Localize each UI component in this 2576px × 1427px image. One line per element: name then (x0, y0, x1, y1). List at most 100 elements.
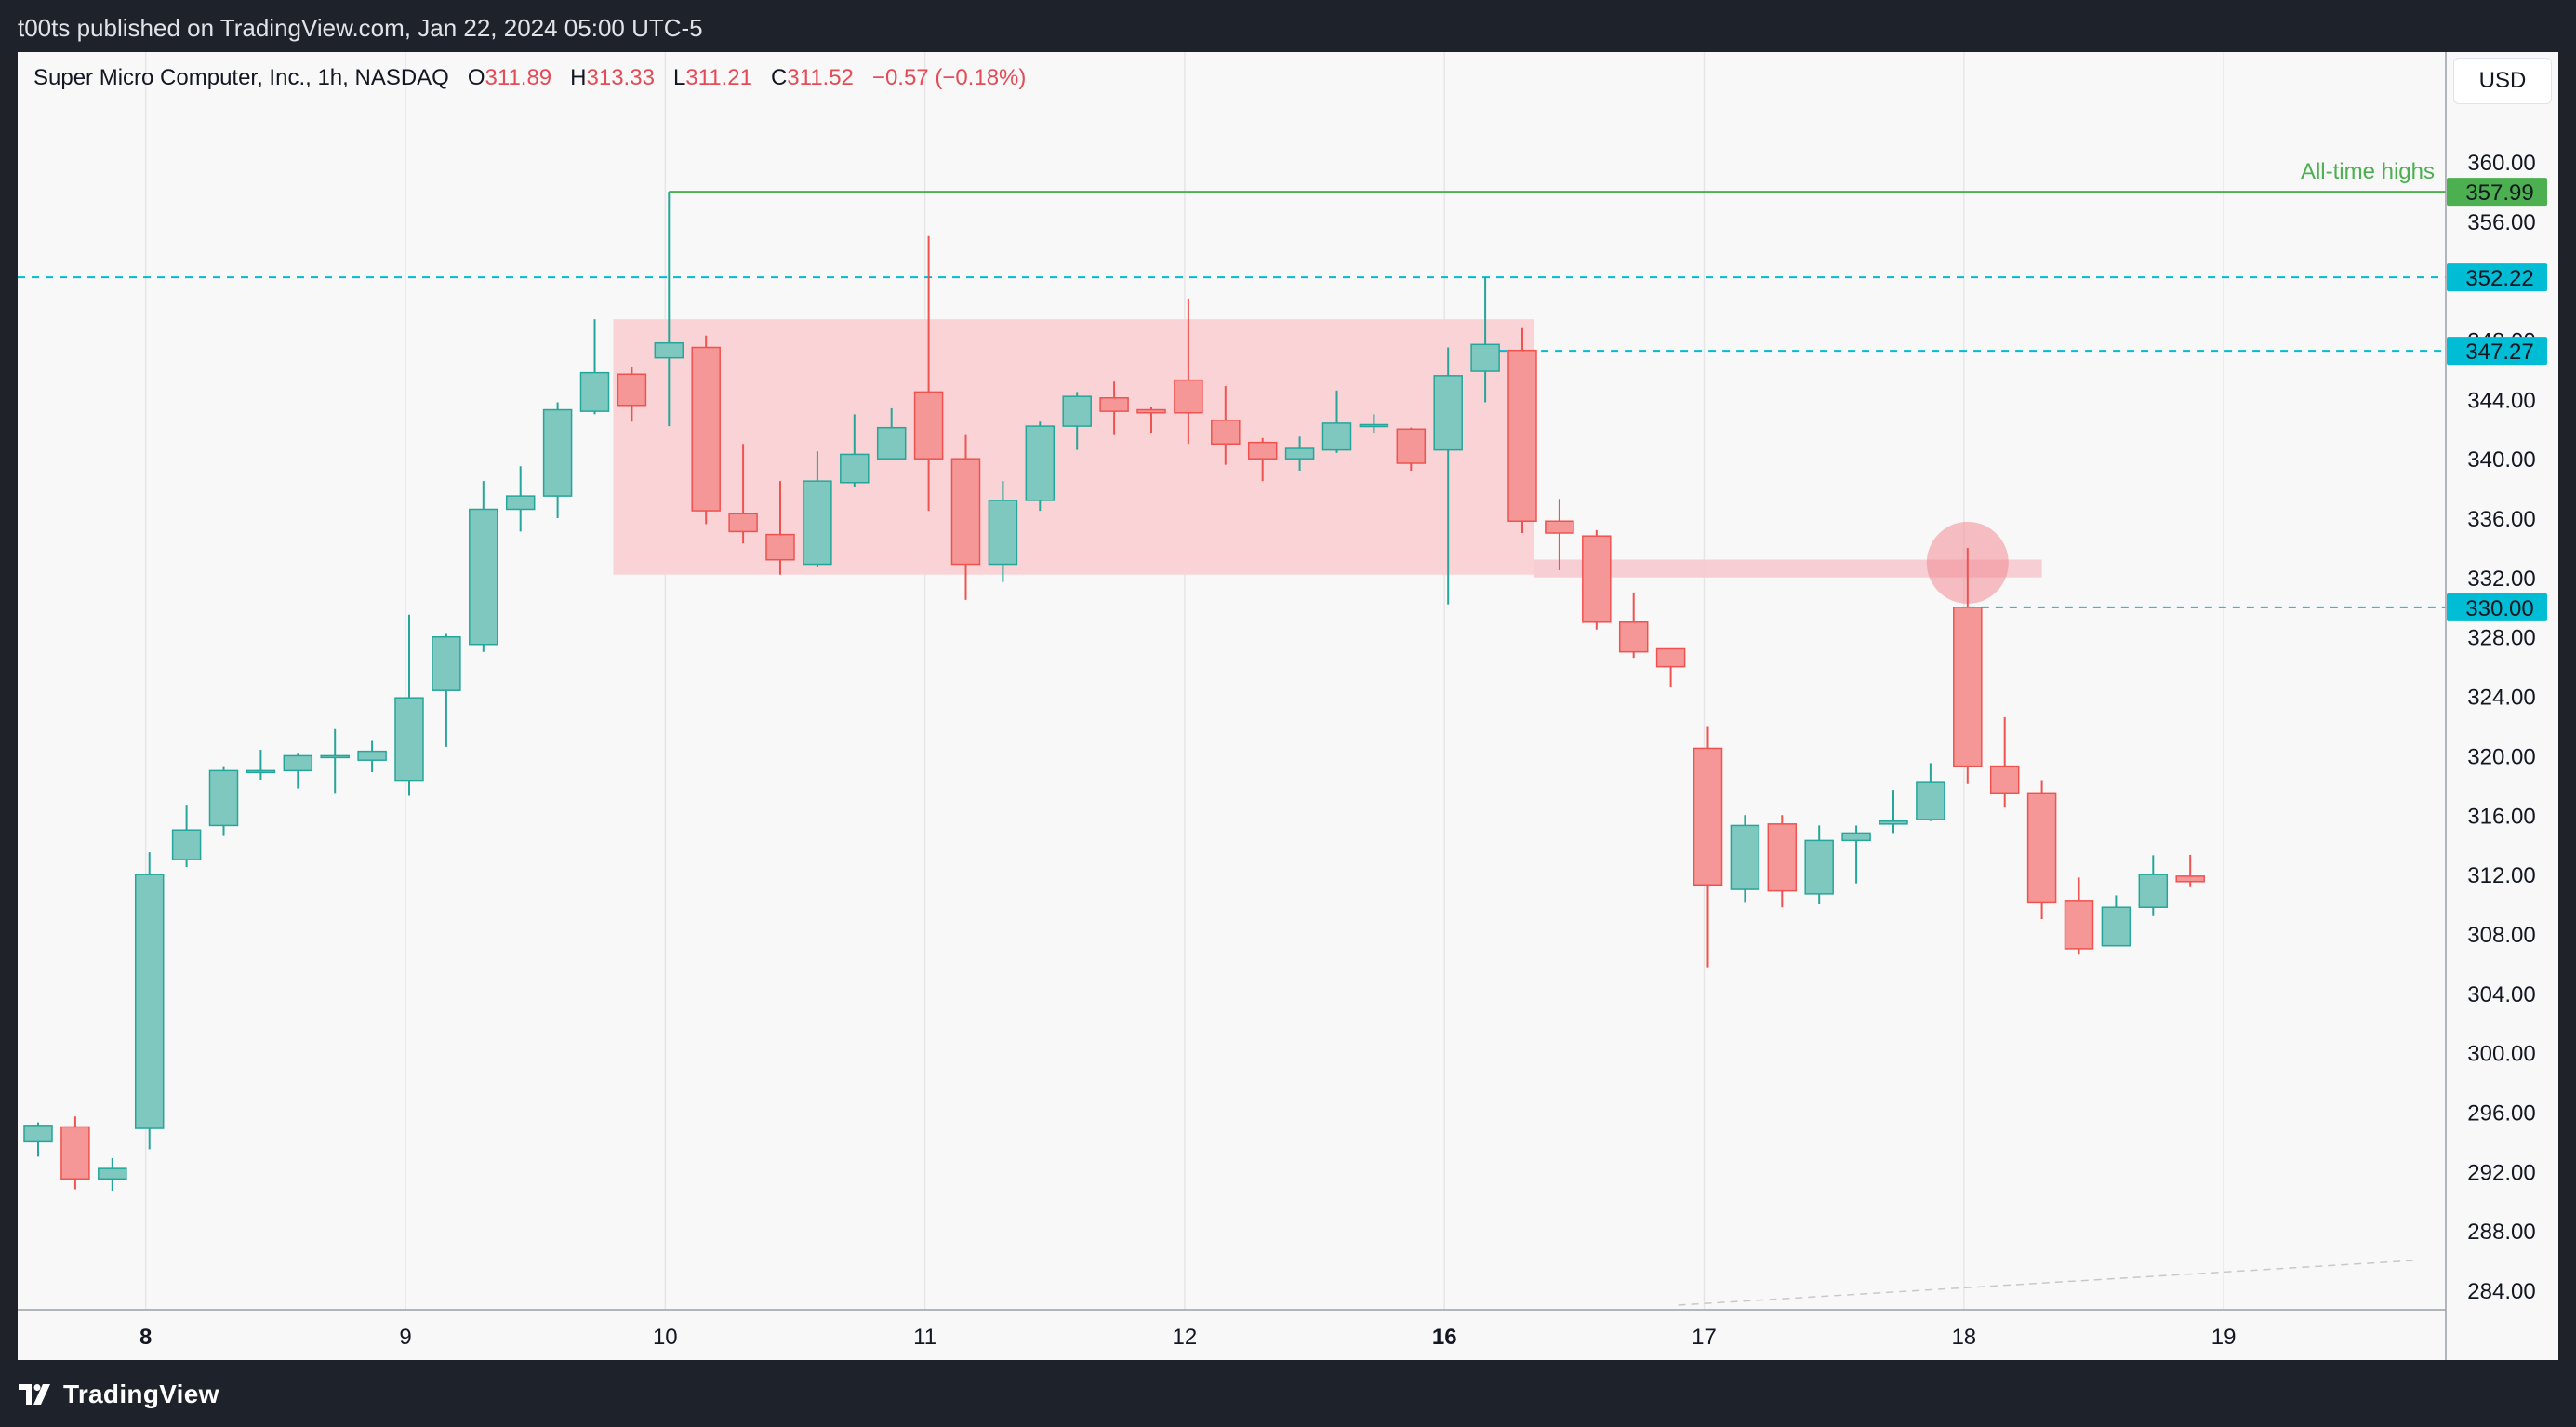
candle-body (654, 341, 684, 359)
candle (1174, 298, 1203, 445)
candle (320, 728, 350, 794)
candle (1545, 499, 1574, 570)
candle-body (840, 453, 870, 484)
price-level-tag-label: 357.99 (2465, 180, 2533, 206)
candle-body (1396, 428, 1427, 464)
time-tick-label: 19 (2211, 1325, 2237, 1350)
price-level-tag (2447, 263, 2547, 292)
candles (23, 192, 2205, 1192)
price-tick-label: 300.00 (2467, 1042, 2535, 1067)
candle (1211, 386, 1241, 465)
candle (1916, 763, 1945, 821)
price-level-tag (2447, 178, 2547, 207)
price-level-tag (2447, 593, 2547, 621)
price-tick-label: 288.00 (2467, 1220, 2535, 1245)
candle (2138, 855, 2169, 916)
candle-body (1545, 520, 1574, 534)
price-level-tag-label: 347.27 (2465, 340, 2533, 365)
candle-body (617, 373, 647, 407)
candle (728, 444, 758, 544)
price-tick-label: 356.00 (2467, 210, 2535, 235)
candle (988, 481, 1018, 582)
candle-body (765, 533, 795, 561)
candle-body (2026, 792, 2057, 904)
high-value: 313.33 (586, 65, 655, 90)
candle-body (1433, 375, 1463, 451)
price-tick-label: 296.00 (2467, 1100, 2535, 1126)
candle-body (1916, 781, 1945, 820)
candle (505, 466, 536, 532)
candle-body (394, 697, 424, 782)
candle (283, 753, 313, 789)
candle-body (2138, 874, 2169, 908)
candle (1433, 347, 1463, 605)
candle (1582, 529, 1612, 630)
price-tick-label: 312.00 (2467, 863, 2535, 888)
time-tick-label: 9 (399, 1325, 411, 1350)
candle (1693, 726, 1723, 968)
candle-body (23, 1125, 53, 1143)
tradingview-brand[interactable]: TradingView (19, 1379, 219, 1410)
candle (950, 434, 981, 600)
price-tick-label: 328.00 (2467, 626, 2535, 651)
low-label: L (672, 65, 686, 90)
candle-body (246, 769, 276, 774)
candle (1136, 407, 1166, 434)
candle (60, 1116, 90, 1190)
price-tick-label: 332.00 (2467, 567, 2535, 592)
candle-body (505, 495, 536, 511)
low-value: 311.21 (685, 65, 752, 90)
support-zone-strip (1533, 559, 2042, 578)
candle-body (1804, 839, 1834, 895)
candle-body (1767, 823, 1798, 892)
candle (208, 766, 239, 836)
candle (1025, 421, 1056, 512)
candle-body (913, 391, 944, 460)
candle-body (1284, 447, 1315, 460)
candle (394, 614, 424, 796)
candle (542, 402, 573, 519)
candle-body (1730, 824, 1760, 890)
tradingview-logo-icon (19, 1384, 50, 1405)
candle-body (1507, 349, 1537, 522)
candle (1804, 825, 1834, 905)
candle (246, 750, 276, 780)
candle-body (2101, 906, 2131, 947)
high-label: H (570, 65, 587, 90)
published-text: t00ts published on TradingView.com, Jan … (18, 14, 703, 42)
candle (134, 852, 165, 1150)
close-value: 311.52 (787, 65, 854, 90)
candle (23, 1122, 53, 1157)
candle (840, 414, 870, 487)
candle (691, 335, 721, 525)
candle-body (1025, 425, 1056, 501)
candle (1953, 547, 1983, 784)
candle-body (134, 874, 165, 1129)
candle (803, 451, 832, 567)
price-tick-label: 336.00 (2467, 507, 2535, 532)
price-tick-label: 340.00 (2467, 447, 2535, 473)
candle-body (357, 750, 387, 761)
candle (171, 805, 202, 868)
candle-body (1099, 397, 1129, 412)
candle-body (988, 500, 1018, 566)
currency-button[interactable]: USD (2453, 58, 2552, 104)
time-tick-label: 16 (1432, 1325, 1457, 1350)
open-label: O (467, 65, 485, 90)
candle-body (1062, 395, 1092, 427)
candle (1618, 592, 1649, 659)
candle-body (1470, 343, 1500, 372)
axes: 284.00 288.00 292.00 296.00 300.00 304.00 308.… (18, 52, 2558, 1360)
candle (1507, 327, 1537, 534)
candle (1099, 381, 1129, 435)
price-tick-label: 344.00 (2467, 388, 2535, 413)
candle-body (60, 1126, 90, 1180)
candle-body (1136, 408, 1166, 414)
horizontal-levels: All-time highs (18, 159, 2446, 608)
candle (1247, 437, 1278, 482)
chart-panel[interactable] (18, 52, 2558, 1360)
candle-body (1953, 607, 1983, 767)
candle-body (1321, 422, 1352, 451)
price-tick-label: 316.00 (2467, 804, 2535, 829)
